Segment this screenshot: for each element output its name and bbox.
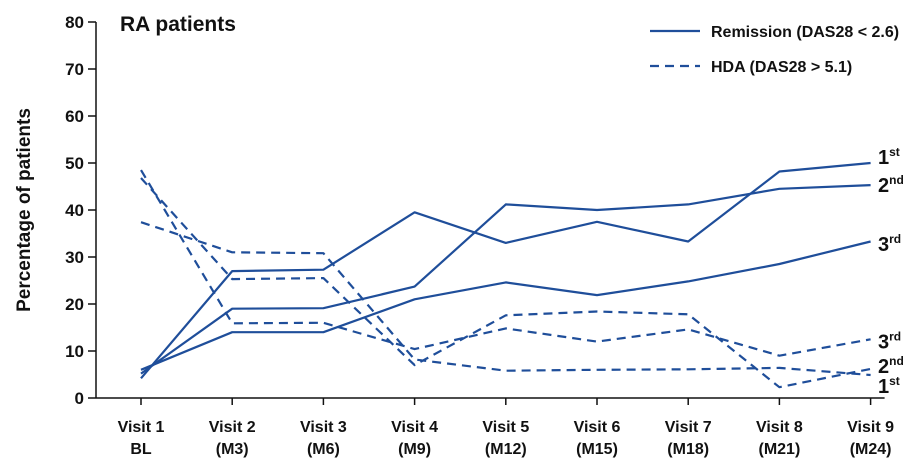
x-tick-label: Visit 2: [209, 419, 256, 436]
x-tick-label: Visit 4: [391, 419, 438, 436]
series-line-hda-1st: [140, 221, 871, 377]
end-label-number: 2: [878, 175, 889, 197]
end-label-hda-1st: 1st: [878, 374, 900, 398]
x-tick-label: Visit 8: [756, 419, 803, 436]
end-label-suffix: nd: [889, 354, 904, 368]
legend-label: HDA (DAS28 > 5.1): [711, 59, 852, 76]
end-label-remission-2nd: 2nd: [878, 173, 904, 197]
y-tick-label: 70: [65, 60, 84, 79]
y-tick-label: 40: [65, 201, 84, 220]
y-axis-label: Percentage of patients: [14, 108, 35, 312]
end-label-number: 3: [878, 234, 889, 256]
x-tick-label: Visit 3: [300, 419, 347, 436]
end-label-suffix: rd: [889, 232, 901, 246]
x-tick-label: (M6): [307, 441, 340, 458]
y-tick-label: 80: [65, 13, 84, 32]
chart-title: RA patients: [120, 13, 236, 36]
x-tick-label: Visit 1: [118, 419, 165, 436]
x-tick-label: (M9): [398, 441, 431, 458]
y-tick-label: 30: [65, 248, 84, 267]
y-tick-label: 10: [65, 342, 84, 361]
x-tick-label: Visit 9: [847, 419, 894, 436]
x-tick-label: (M12): [485, 441, 527, 458]
end-label-number: 1: [878, 147, 889, 169]
x-tick-label: (M24): [850, 441, 892, 458]
x-tick-label: (M15): [576, 441, 618, 458]
x-tick-label: Visit 5: [482, 419, 529, 436]
legend: Remission (DAS28 < 2.6) HDA (DAS28 > 5.1): [650, 24, 899, 76]
end-label-number: 2: [878, 356, 889, 378]
x-tick-label: BL: [130, 441, 152, 458]
end-label-number: 3: [878, 332, 889, 354]
y-tick-label: 60: [65, 107, 84, 126]
end-label-number: 1: [878, 376, 889, 398]
series-line-remission-3rd: [140, 240, 871, 371]
y-tick-label: 50: [65, 154, 84, 173]
x-tick-label: (M18): [667, 441, 709, 458]
y-axis: 0 10 20 30 40 50 60 70 80: [65, 13, 97, 408]
series-line-hda-2nd: [140, 177, 871, 389]
x-axis: Visit 1 BL Visit 2 (M3) Visit 3 (M6) Visit 4 (M…: [96, 397, 894, 458]
end-label-suffix: st: [889, 145, 900, 159]
x-tick-label: (M21): [759, 441, 801, 458]
x-tick-label: Visit 7: [665, 419, 712, 436]
end-label-suffix: nd: [889, 173, 904, 187]
end-label-remission-3rd: 3rd: [878, 232, 901, 256]
end-label-hda-3rd: 3rd: [878, 330, 901, 354]
y-tick-label: 0: [75, 389, 84, 408]
end-label-remission-1st: 1st: [878, 145, 900, 169]
end-label-hda-2nd: 2nd: [878, 354, 904, 378]
legend-label: Remission (DAS28 < 2.6): [711, 24, 899, 41]
series-line-remission-1st: [140, 161, 871, 380]
x-tick-label: Visit 6: [574, 419, 621, 436]
x-tick-label: (M3): [216, 441, 249, 458]
series-line-remission-2nd: [140, 184, 871, 375]
series-line-hda-3rd: [140, 169, 871, 357]
end-label-suffix: st: [889, 374, 900, 388]
y-tick-label: 20: [65, 295, 84, 314]
end-label-suffix: rd: [889, 330, 901, 344]
plot-series: [140, 161, 871, 389]
